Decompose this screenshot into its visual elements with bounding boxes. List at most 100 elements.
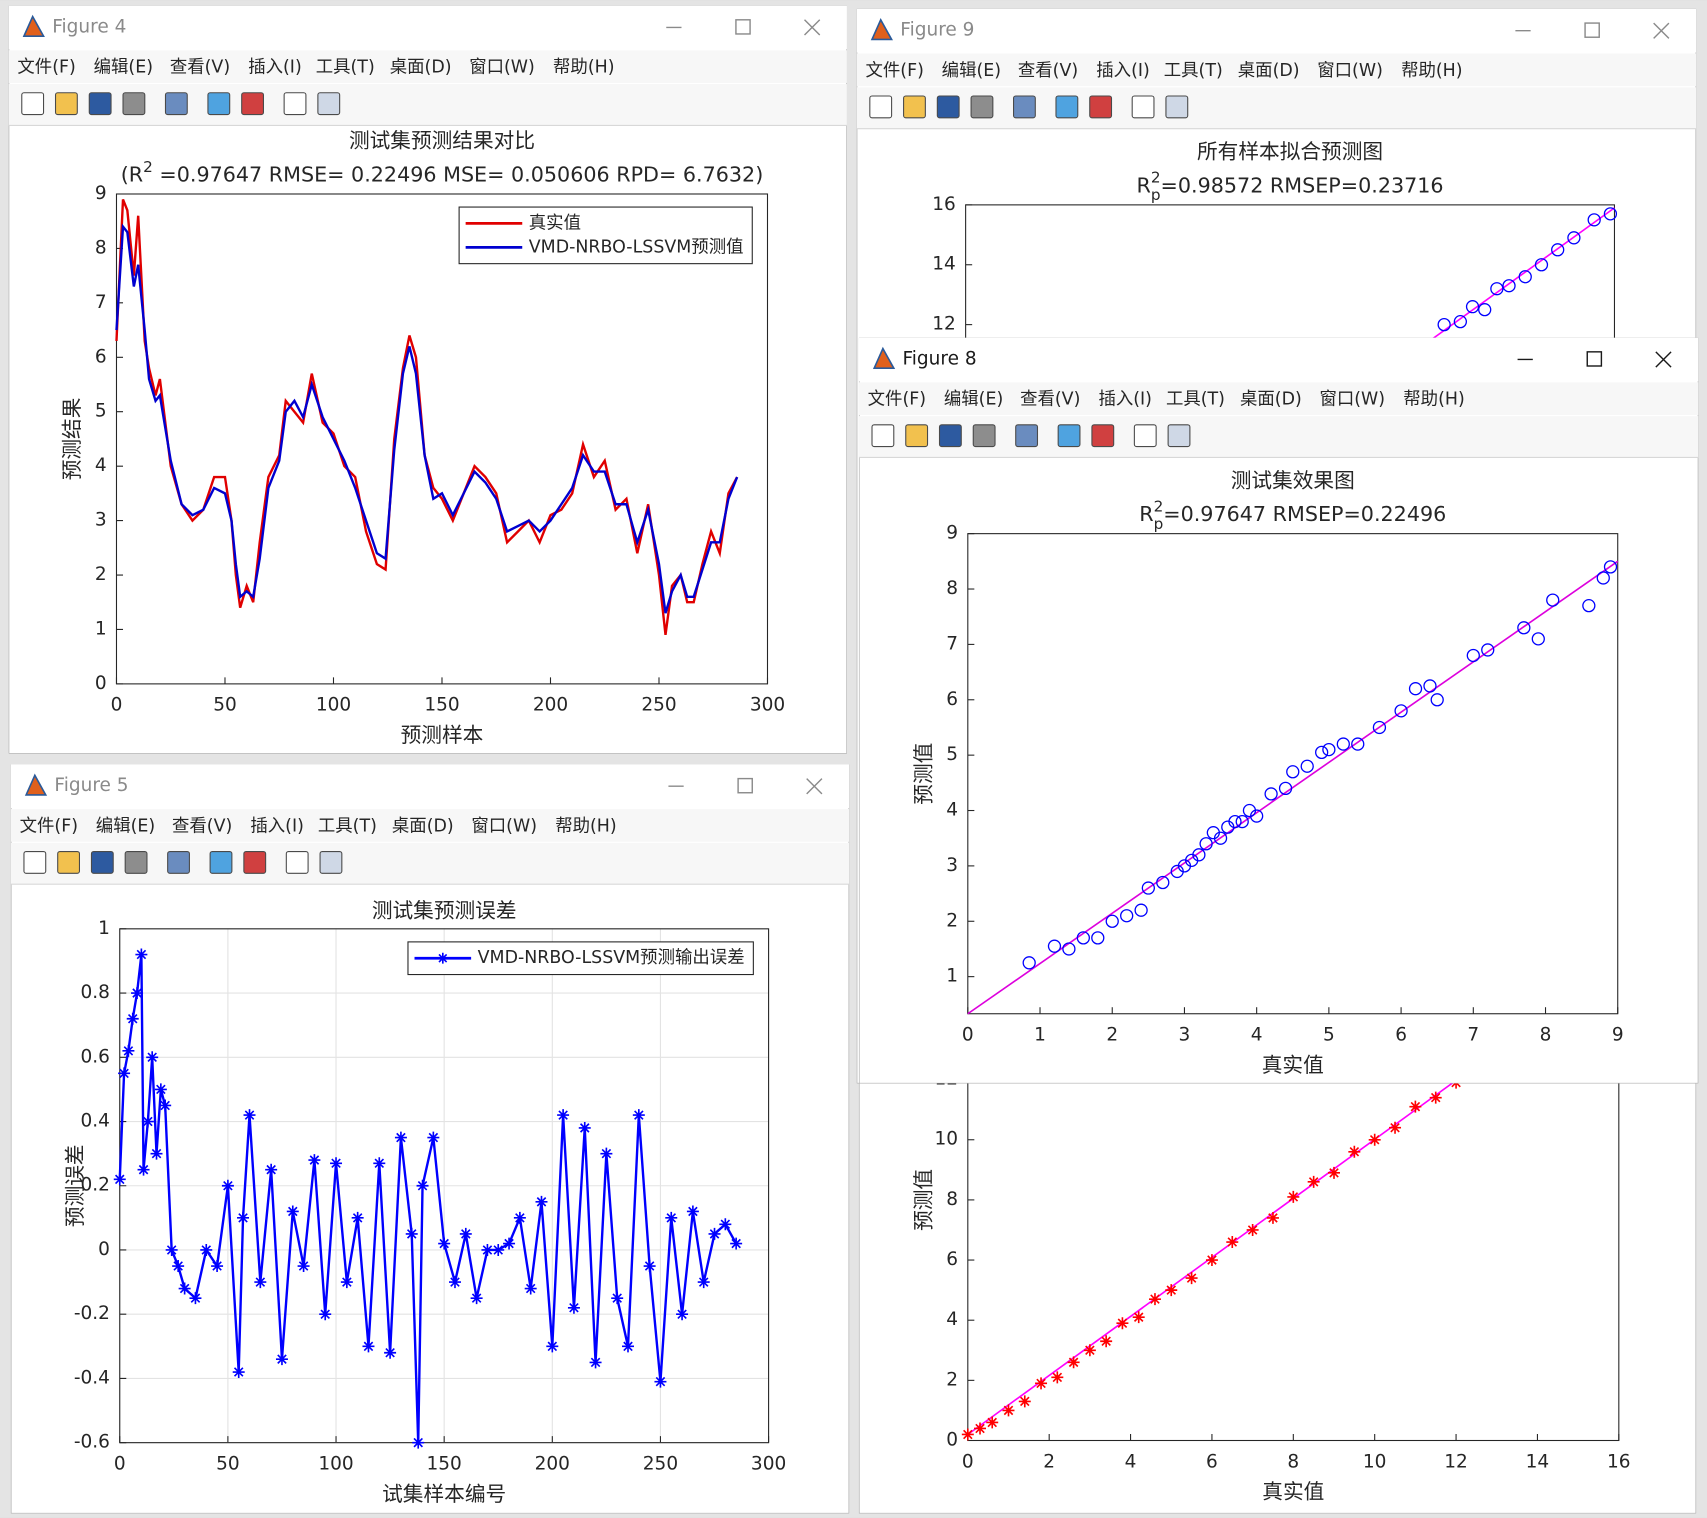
menu-item[interactable]: 桌面(D) [1238,61,1300,81]
menu-item[interactable]: 窗口(W) [471,816,537,836]
maximize-button[interactable] [1584,22,1600,38]
marker [237,1211,250,1224]
toolbar-button[interactable] [1131,95,1155,119]
menu-item[interactable]: 查看(V) [170,58,230,78]
toolbar-button[interactable] [285,850,309,874]
menu-item[interactable]: 帮助(H) [555,816,616,836]
menu-item[interactable]: 文件(F) [865,61,923,81]
marker [1287,1190,1300,1203]
menu-item[interactable]: 编辑(E) [944,390,1003,410]
toolbar-button[interactable] [207,92,231,116]
close-button[interactable] [1655,351,1672,368]
menu-item[interactable]: 工具(T) [316,58,375,78]
marker [113,1173,126,1186]
toolbar-button[interactable] [1167,424,1191,448]
toolbar-button[interactable] [21,92,45,116]
toolbar-button[interactable] [23,850,47,874]
menu-item[interactable]: 编辑(E) [942,61,1001,81]
marker [427,1131,440,1144]
marker [492,1243,505,1256]
menu-item[interactable]: 帮助(H) [1401,61,1462,81]
y-tick-label: 10 [934,1129,958,1150]
menu-bar [856,53,1697,87]
toolbar [858,416,1699,458]
toolbar-button[interactable] [936,95,960,119]
y-tick-label: 6 [95,346,107,367]
marker [1481,643,1495,657]
menu-item[interactable]: 文件(F) [20,816,78,836]
maximize-button[interactable] [1586,351,1603,367]
close-button[interactable] [806,778,823,795]
toolbar-button[interactable] [54,92,78,116]
maximize-button[interactable] [737,777,753,794]
menu-item[interactable]: 工具(T) [1164,61,1223,81]
toolbar-button[interactable] [243,850,267,874]
menu-item[interactable]: 帮助(H) [553,58,614,78]
menu-item[interactable]: 查看(V) [172,816,232,836]
toolbar-button[interactable] [1057,424,1081,448]
marker [470,1292,483,1305]
menu-item[interactable]: 桌面(D) [392,816,454,836]
toolbar-button[interactable] [1089,95,1113,119]
toolbar-button[interactable] [1012,95,1036,119]
toolbar-button[interactable] [88,92,112,116]
toolbar-button[interactable] [241,92,264,116]
toolbar-button[interactable] [903,95,926,119]
menu-item[interactable]: 文件(F) [868,390,926,410]
toolbar-button[interactable] [1165,95,1189,119]
toolbar-button[interactable] [970,95,994,119]
y-tick-label: 3 [946,855,958,876]
menu-item[interactable]: 插入(I) [250,816,304,836]
toolbar-button[interactable] [317,92,341,116]
menu-item[interactable]: 编辑(E) [96,816,155,836]
y-tick-label: 16 [932,194,956,215]
toolbar-button[interactable] [1055,95,1079,119]
marker [122,1044,135,1057]
menu-item[interactable]: 插入(I) [1098,390,1152,410]
toolbar-button[interactable] [871,424,895,448]
toolbar-button[interactable] [1091,424,1115,448]
menu-item[interactable]: 窗口(W) [1319,390,1385,410]
maximize-button[interactable] [735,19,751,35]
menu-item[interactable]: 文件(F) [17,58,75,78]
toolbar-button[interactable] [1015,424,1039,448]
menu-item[interactable]: 查看(V) [1018,61,1078,81]
subtitle-part: (R [121,162,143,186]
toolbar-button[interactable] [1133,424,1157,448]
marker [665,1211,678,1224]
menu-item[interactable]: 查看(V) [1020,390,1080,410]
toolbar-button[interactable] [283,92,307,116]
toolbar-button[interactable] [938,424,962,448]
marker [1185,1272,1198,1285]
marker [730,1237,743,1250]
menu-item[interactable]: 帮助(H) [1403,390,1464,410]
menu-item[interactable]: 工具(T) [1166,390,1225,410]
toolbar-button[interactable] [869,95,893,119]
marker [600,1147,613,1160]
toolbar-button[interactable] [209,850,233,874]
toolbar-button[interactable] [167,850,190,874]
menu-item[interactable]: 窗口(W) [1317,61,1383,81]
y-tick-label: 1 [98,918,110,939]
marker [189,1292,202,1305]
menu-item[interactable]: 桌面(D) [1240,390,1302,410]
toolbar-button[interactable] [124,850,148,874]
menu-item[interactable]: 工具(T) [318,816,377,836]
toolbar-button[interactable] [57,850,81,874]
close-button[interactable] [804,19,821,36]
x-tick-label: 50 [213,695,237,716]
toolbar-button[interactable] [122,92,146,116]
marker [1409,1100,1422,1113]
toolbar-button[interactable] [319,850,343,874]
menu-item[interactable]: 桌面(D) [390,58,452,78]
toolbar-button[interactable] [90,850,114,874]
menu-item[interactable]: 窗口(W) [469,58,535,78]
x-tick-label: 200 [533,695,568,716]
toolbar-button[interactable] [972,424,996,448]
toolbar-button[interactable] [164,92,188,116]
toolbar-button[interactable] [905,424,929,448]
close-button[interactable] [1653,22,1670,39]
menu-item[interactable]: 插入(I) [248,58,302,78]
menu-item[interactable]: 插入(I) [1096,61,1150,81]
menu-item[interactable]: 编辑(E) [94,58,153,78]
